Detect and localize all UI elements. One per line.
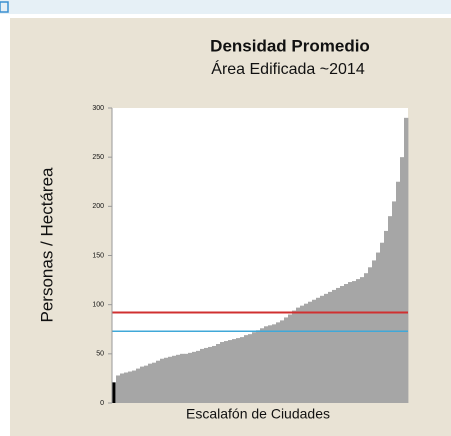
bar [232,339,237,403]
bar [364,273,369,403]
chart-title: Densidad Promedio [210,36,370,55]
bar [280,320,285,403]
bar [388,216,393,403]
bar [136,368,141,403]
bar [332,289,337,403]
bar [248,334,253,403]
bar [380,242,385,403]
bar [316,297,321,403]
bar [208,346,213,403]
bar [308,301,313,403]
bar [340,285,345,403]
bar [296,307,301,403]
bar [112,382,116,403]
bar [220,342,225,403]
bar [192,351,197,403]
bar [256,330,261,403]
bar [168,356,173,403]
bar [144,365,149,403]
bar [328,291,333,403]
bar [236,338,241,403]
bar [200,348,205,403]
bar [284,317,289,403]
bar [176,354,181,403]
bar [204,347,209,403]
bar [344,284,349,403]
bar [148,363,153,403]
bar [120,373,125,403]
bar [196,350,201,403]
bar [180,353,185,403]
bar [124,372,129,403]
bar [184,353,189,403]
y-tick-label: 0 [100,400,104,407]
bar [140,366,145,403]
bar [264,326,269,403]
y-axis-label: Personas / Hectárea [37,167,56,323]
bar [188,352,193,403]
bar [228,340,233,403]
x-axis-label: Escalafón de Ciudades [186,406,330,422]
bar [224,341,229,403]
bar [324,293,329,403]
bar [356,279,361,403]
bar [360,277,365,403]
bar [392,201,397,403]
bar [240,337,245,403]
bar [368,267,373,403]
corner-icon [0,1,9,13]
y-tick-label: 250 [92,154,104,161]
bar [336,287,341,403]
bar [292,310,297,403]
y-tick-label: 300 [92,105,104,112]
bar [276,322,281,403]
bar [272,324,277,403]
bar [128,371,133,403]
y-tick-label: 200 [92,203,104,210]
y-tick-label: 50 [96,351,104,358]
bar [156,360,161,403]
bar [288,314,293,403]
bar [212,345,217,403]
bar [152,362,157,403]
bar [260,328,265,403]
bar [160,358,165,403]
bar [352,281,357,403]
top-bar [0,0,451,14]
bar [244,335,249,403]
bar [164,357,169,403]
bar [216,344,221,403]
bar [116,375,121,403]
y-tick-label: 100 [92,302,104,309]
bar [304,303,309,403]
bar [376,252,381,403]
bar [348,282,353,403]
bar [396,181,401,403]
bar [384,230,389,403]
y-tick-label: 150 [92,252,104,259]
chart-subtitle: Área Edificada ~2014 [211,59,365,78]
bar [300,305,305,403]
bar [252,332,257,403]
bar [312,299,317,403]
bar [400,157,405,403]
bar [404,117,409,403]
bar [172,355,177,403]
bar [268,325,273,403]
bar [320,295,325,403]
bar [132,370,137,403]
